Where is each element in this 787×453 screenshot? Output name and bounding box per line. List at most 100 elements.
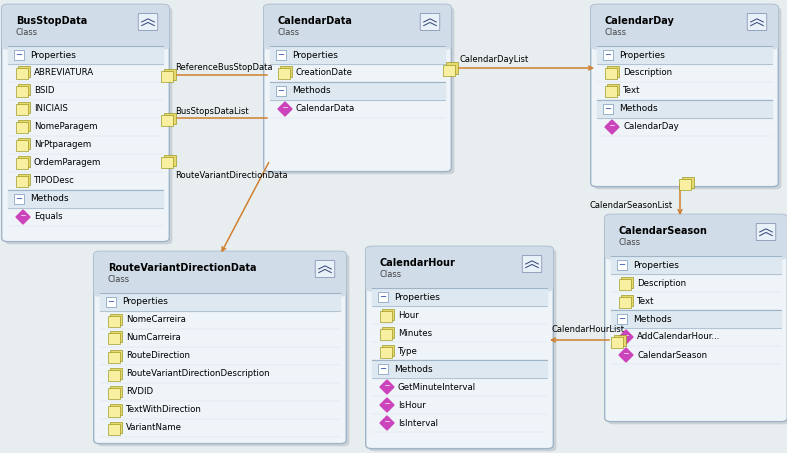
Bar — [106, 297, 116, 307]
Bar — [100, 274, 340, 293]
Bar — [16, 177, 28, 188]
Text: NumCarreira: NumCarreira — [126, 333, 181, 342]
Text: −: − — [278, 87, 284, 96]
Text: NrPtparagem: NrPtparagem — [34, 140, 91, 149]
Bar — [276, 50, 286, 60]
Bar — [619, 279, 631, 289]
Text: Methods: Methods — [394, 365, 433, 374]
Text: Class: Class — [16, 28, 38, 37]
FancyBboxPatch shape — [94, 251, 346, 297]
Text: CalendarSeason: CalendarSeason — [637, 351, 708, 360]
Bar — [372, 269, 547, 288]
Bar — [110, 332, 122, 342]
Text: Class: Class — [619, 238, 641, 247]
Bar — [378, 364, 388, 374]
Polygon shape — [380, 398, 394, 412]
Polygon shape — [380, 380, 394, 394]
Text: CalendarDayList: CalendarDayList — [460, 56, 529, 64]
Text: −: − — [379, 293, 386, 302]
Bar — [110, 404, 122, 414]
FancyBboxPatch shape — [523, 255, 541, 272]
Bar — [110, 367, 122, 379]
FancyBboxPatch shape — [591, 5, 778, 187]
Text: CalendarSeasonList: CalendarSeasonList — [590, 201, 673, 209]
Bar — [621, 276, 633, 288]
Bar — [108, 370, 120, 381]
Bar — [619, 297, 631, 308]
Polygon shape — [16, 210, 30, 224]
Bar — [270, 46, 445, 64]
Bar — [614, 334, 626, 346]
Bar — [270, 27, 445, 46]
Text: Text: Text — [623, 87, 641, 96]
FancyBboxPatch shape — [2, 5, 169, 50]
Text: −: − — [619, 260, 626, 270]
Bar — [16, 87, 28, 97]
Text: Description: Description — [637, 279, 686, 288]
Text: −: − — [16, 194, 23, 203]
Bar — [605, 68, 617, 79]
Bar — [8, 27, 163, 46]
Bar — [280, 67, 292, 77]
Bar — [14, 194, 24, 204]
Text: AddCalendarHour...: AddCalendarHour... — [637, 333, 720, 342]
Text: Class: Class — [605, 28, 627, 37]
FancyBboxPatch shape — [2, 5, 169, 241]
Bar — [270, 82, 445, 100]
Bar — [382, 308, 394, 319]
FancyBboxPatch shape — [594, 7, 781, 189]
Bar — [108, 352, 120, 362]
Text: Methods: Methods — [292, 87, 331, 96]
Bar — [380, 310, 392, 322]
Text: ABREVIATURA: ABREVIATURA — [34, 68, 94, 77]
FancyBboxPatch shape — [139, 14, 157, 30]
Bar — [607, 67, 619, 77]
Bar — [164, 112, 176, 124]
Polygon shape — [605, 120, 619, 134]
Text: NomeCarreira: NomeCarreira — [126, 315, 186, 324]
Bar — [16, 105, 28, 116]
Text: Text: Text — [637, 297, 655, 305]
Bar — [18, 156, 30, 168]
Text: −: − — [379, 365, 386, 374]
Bar — [16, 140, 28, 151]
Bar — [372, 360, 547, 378]
Text: GetMinuteInterval: GetMinuteInterval — [398, 382, 476, 391]
Bar — [8, 190, 163, 208]
FancyBboxPatch shape — [264, 5, 451, 172]
Text: −: − — [108, 298, 114, 307]
Bar — [380, 328, 392, 339]
Bar — [611, 256, 781, 274]
Text: −: − — [16, 50, 23, 59]
Bar — [108, 405, 120, 416]
Text: CalendarDay: CalendarDay — [605, 16, 674, 26]
Text: BusStopsDataList: BusStopsDataList — [175, 106, 249, 116]
Text: CalendarHour: CalendarHour — [380, 258, 456, 268]
Text: RouteVariantDirectionData: RouteVariantDirectionData — [108, 263, 257, 273]
Bar — [164, 69, 176, 81]
Bar — [18, 85, 30, 96]
Bar — [108, 315, 120, 327]
FancyBboxPatch shape — [604, 214, 787, 422]
Text: INICIAIS: INICIAIS — [34, 105, 68, 114]
Text: RouteVariantDirectionData: RouteVariantDirectionData — [175, 170, 287, 179]
Text: OrdemParagem: OrdemParagem — [34, 159, 102, 168]
Text: Equals: Equals — [34, 212, 63, 222]
FancyBboxPatch shape — [316, 260, 334, 277]
Bar — [110, 313, 122, 324]
Bar — [380, 347, 392, 357]
Bar — [18, 174, 30, 185]
Bar — [110, 350, 122, 361]
Bar — [278, 68, 290, 79]
Bar — [14, 50, 24, 60]
Bar — [18, 102, 30, 114]
Text: Class: Class — [278, 28, 300, 37]
Text: Methods: Methods — [633, 314, 671, 323]
Text: Hour: Hour — [398, 310, 419, 319]
Text: IsInterval: IsInterval — [398, 419, 438, 428]
Bar — [617, 314, 627, 324]
Bar — [161, 156, 173, 168]
Bar — [382, 344, 394, 356]
Text: Properties: Properties — [619, 50, 665, 59]
Text: −: − — [604, 50, 611, 59]
